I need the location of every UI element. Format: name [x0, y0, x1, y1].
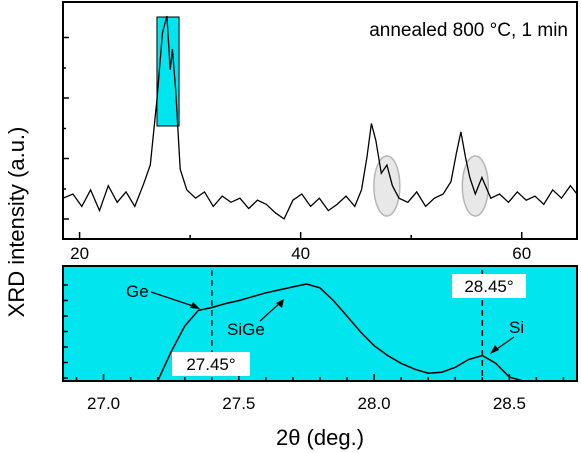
sige-label: SiGe	[227, 320, 265, 339]
peak-highlight-box	[156, 16, 180, 127]
ge-label: Ge	[126, 282, 149, 301]
x-tick-label: 28.0	[358, 394, 391, 413]
bottom-axis-ticks	[63, 284, 565, 381]
top-xrd-line	[62, 15, 578, 220]
bottom-tick-labels: 27.0 27.5 28.0 28.5	[87, 394, 526, 413]
anneal-annotation: annealed 800 °C, 1 min	[369, 20, 568, 41]
si-label: Si	[509, 318, 524, 337]
sige-arrow-head	[276, 299, 284, 308]
si-arrow-head	[490, 345, 499, 354]
x-tick-label: 27.5	[222, 394, 255, 413]
x-tick-label: 60	[512, 244, 531, 263]
ge-position-box	[172, 352, 250, 376]
x-tick-label: 27.0	[87, 394, 120, 413]
ge-position-label: 27.45°	[186, 355, 235, 374]
top-axis-ticks	[63, 36, 523, 239]
top-tick-labels: 20 40 60	[70, 244, 531, 263]
shoulder-ellipse-2	[461, 155, 490, 217]
x-tick-label: 40	[291, 244, 310, 263]
ge-arrow-head	[190, 302, 200, 309]
sige-arrow-line	[259, 301, 282, 322]
si-position-label: 28.45°	[464, 277, 513, 296]
y-axis-label: XRD intensity (a.u.)	[4, 127, 29, 318]
x-axis-label: 2θ (deg.)	[276, 425, 364, 450]
bottom-xrd-line	[157, 283, 524, 382]
ge-arrow-line	[150, 291, 197, 308]
x-tick-label: 20	[70, 244, 89, 263]
x-tick-label: 28.5	[493, 394, 526, 413]
si-position-box	[452, 274, 526, 298]
top-panel-frame	[62, 1, 578, 240]
